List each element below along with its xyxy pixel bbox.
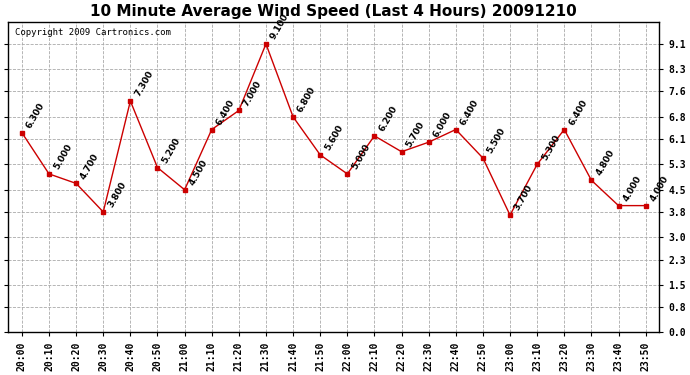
Text: 5.600: 5.600 bbox=[323, 123, 345, 152]
Text: 6.200: 6.200 bbox=[377, 104, 399, 133]
Text: Copyright 2009 Cartronics.com: Copyright 2009 Cartronics.com bbox=[15, 28, 170, 37]
Text: 5.700: 5.700 bbox=[404, 120, 426, 149]
Text: 6.000: 6.000 bbox=[431, 111, 453, 140]
Text: 5.500: 5.500 bbox=[486, 126, 508, 155]
Text: 3.800: 3.800 bbox=[106, 180, 128, 209]
Text: 4.500: 4.500 bbox=[188, 158, 209, 187]
Text: 7.000: 7.000 bbox=[241, 79, 264, 108]
Text: 5.200: 5.200 bbox=[160, 136, 182, 165]
Text: 5.000: 5.000 bbox=[350, 142, 372, 171]
Text: 5.000: 5.000 bbox=[52, 142, 74, 171]
Title: 10 Minute Average Wind Speed (Last 4 Hours) 20091210: 10 Minute Average Wind Speed (Last 4 Hou… bbox=[90, 4, 577, 19]
Text: 4.000: 4.000 bbox=[621, 174, 643, 203]
Text: 4.800: 4.800 bbox=[594, 148, 616, 177]
Text: 4.700: 4.700 bbox=[79, 152, 101, 181]
Text: 6.300: 6.300 bbox=[25, 101, 46, 130]
Text: 9.100: 9.100 bbox=[268, 12, 290, 41]
Text: 6.400: 6.400 bbox=[567, 98, 589, 127]
Text: 3.700: 3.700 bbox=[513, 183, 535, 212]
Text: 6.400: 6.400 bbox=[459, 98, 480, 127]
Text: 5.300: 5.300 bbox=[540, 133, 562, 162]
Text: 6.800: 6.800 bbox=[296, 85, 317, 114]
Text: 4.000: 4.000 bbox=[649, 174, 670, 203]
Text: 7.300: 7.300 bbox=[133, 69, 155, 98]
Text: 6.400: 6.400 bbox=[215, 98, 237, 127]
